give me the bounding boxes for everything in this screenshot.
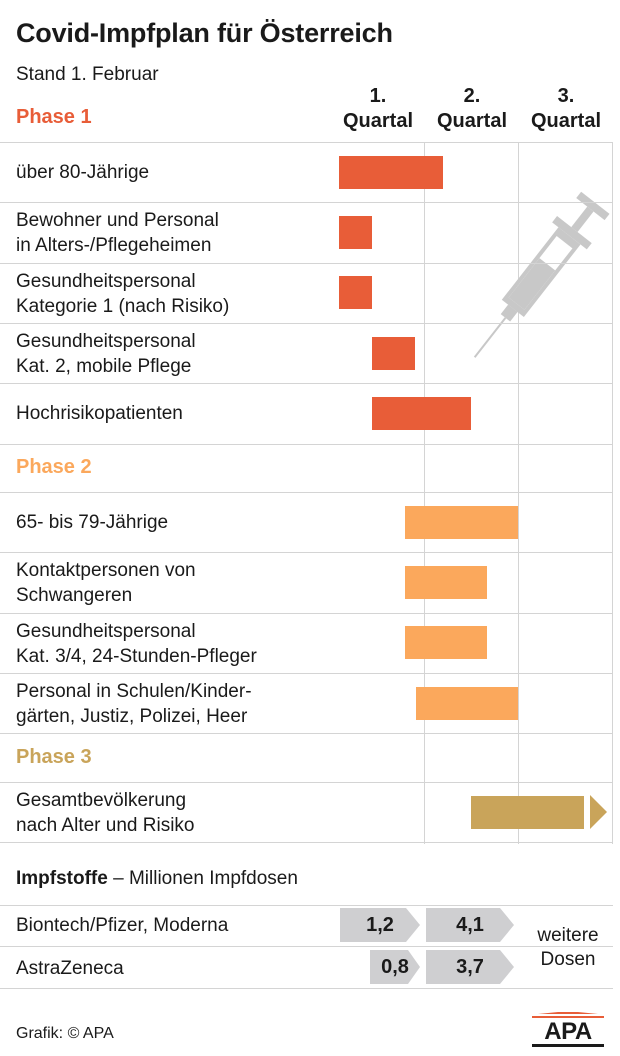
phase-heading-1: Phase 1: [16, 106, 92, 128]
bar-2-2: [405, 565, 487, 599]
impfstoffe-divider-top: [0, 905, 613, 906]
row-label-line: Personal in Schulen/Kinder-: [16, 680, 252, 702]
row-label-line: Gesamtbevölkerung: [16, 790, 187, 811]
apa-logo-mark: [532, 1011, 604, 1018]
quarter-divider-2: [518, 142, 519, 844]
bar-2-3: [405, 626, 487, 660]
vaccine-label-astrazeneca: AstraZeneca: [16, 958, 124, 979]
row-divider: [0, 733, 613, 735]
row-divider: [0, 202, 613, 204]
quarter-divider-3: [612, 142, 613, 844]
phase-heading-3: Phase 3: [16, 746, 92, 768]
further-doses-line-1: weitere: [537, 925, 599, 946]
bar-1-3: [339, 276, 373, 310]
apa-logo: APA: [532, 1011, 604, 1048]
bar-1-2: [339, 215, 373, 249]
quarter-3-label: Quartal: [530, 110, 602, 132]
bar-3-1: [471, 795, 584, 829]
row-label-line: Gesundheitspersonal: [16, 270, 196, 292]
row-label-line: Bewohner und Personal: [16, 210, 219, 232]
row-label-line: Kontaktpersonen von: [16, 560, 196, 582]
row-label: Personal in Schulen/Kinder-gärten, Justi…: [16, 679, 326, 729]
quarter-divider-1: [424, 142, 425, 844]
syringe-icon: [473, 191, 610, 358]
vaccine-label-biontech: Biontech/Pfizer, Moderna: [16, 915, 229, 936]
quarter-header-2: 2. Quartal: [424, 84, 520, 134]
row-label-line: Gesundheitspersonal: [16, 330, 196, 352]
impfstoffe-title: Impfstoffe: [16, 868, 108, 889]
impfstoffe-heading: Impfstoffe – Millionen Impfdosen: [16, 868, 298, 890]
row-divider: [0, 612, 613, 614]
dose-value: 4,1: [456, 913, 484, 936]
continues-arrow-icon: [589, 795, 607, 830]
quarter-header-3: 3. Quartal: [518, 84, 614, 134]
row-divider: [0, 782, 613, 783]
row-label-line: über 80-Jährige: [16, 162, 150, 183]
row-divider: [0, 552, 613, 554]
page-subtitle: Stand 1. Februar: [16, 64, 159, 85]
dose-value: 3,7: [456, 955, 484, 978]
dose-arrow-shape: [370, 950, 420, 984]
impfstoffe-divider-bottom: [0, 988, 613, 989]
impfstoffe-subtitle: – Millionen Impfdosen: [113, 868, 298, 889]
dose-astrazeneca-q2: 3,7: [426, 950, 514, 984]
header-divider: [0, 142, 613, 143]
quarter-1-label: Quartal: [342, 110, 414, 132]
apa-logo-text: APA: [544, 1018, 592, 1045]
row-label-line: Hochrisikopatienten: [16, 403, 183, 425]
row-label-line: Schwangeren: [16, 585, 133, 607]
bar-2-4: [416, 686, 518, 720]
row-label: Hochrisikopatienten: [16, 401, 326, 426]
apa-logo-underline: [532, 1044, 604, 1047]
dose-biontech-q2: 4,1: [426, 908, 514, 942]
phase-heading-2: Phase 2: [16, 456, 92, 478]
row-label-line: nach Alter und Risiko: [16, 815, 195, 836]
row-label-line: Kat. 2, mobile Pflege: [16, 355, 192, 377]
dose-astrazeneca-q1: 0,8: [370, 950, 420, 984]
row-label: 65- bis 79-Jährige: [16, 510, 326, 535]
bar-2-1: [405, 505, 518, 539]
row-divider: [0, 262, 613, 264]
row-label-line: gärten, Justiz, Polizei, Heer: [16, 705, 248, 727]
quarter-header-1: 1. Quartal: [330, 84, 426, 134]
row-label: Gesundheitspersonal Kat. 3/4, 24-Stunden-…: [16, 619, 326, 669]
bar-1-1: [339, 155, 443, 189]
dose-arrow-shape: [340, 908, 420, 942]
row-label: Bewohner und Personal in Alters-/Pflegehe…: [16, 208, 326, 258]
further-doses-note: weitere Dosen: [518, 924, 618, 972]
dose-value: 0,8: [381, 955, 409, 978]
row-label: Kontaktpersonen von Schwangeren: [16, 558, 326, 608]
dose-arrow-shape: [426, 950, 514, 984]
impfstoffe-divider-mid: [0, 946, 613, 947]
row-label-line: Kat. 3/4, 24-Stunden-Pfleger: [16, 645, 257, 667]
row-divider: [0, 842, 613, 844]
further-doses-line-2: Dosen: [540, 949, 596, 970]
source-credit: Grafik: © APA: [16, 1025, 114, 1042]
dose-value: 1,2: [366, 913, 394, 936]
quarter-2-label: Quartal: [436, 110, 508, 132]
quarter-1-number: 1.: [369, 85, 387, 107]
row-divider: [0, 383, 613, 385]
row-label-line: Gesundheitspersonal: [16, 620, 196, 642]
row-label: Gesundheitspersonal Kat. 2, mobile Pflege: [16, 329, 326, 379]
dose-biontech-q1: 1,2: [340, 908, 420, 942]
row-label: über 80-Jährige: [16, 160, 326, 185]
row-divider: [0, 492, 613, 493]
row-label-line: Kategorie 1 (nach Risiko): [16, 295, 230, 317]
dose-arrow-shape: [426, 908, 514, 942]
row-label-line: 65- bis 79-Jährige: [16, 512, 169, 533]
row-label: Gesamtbevölkerung nach Alter und Risiko: [16, 788, 326, 838]
page-title: Covid-Impfplan für Österreich: [16, 18, 393, 48]
row-label: Gesundheitspersonal Kategorie 1 (nach Ris…: [16, 269, 326, 319]
row-label-line: in Alters-/Pflegeheimen: [16, 235, 212, 257]
row-divider: [0, 672, 613, 674]
bar-1-4: [372, 336, 415, 370]
row-divider: [0, 443, 613, 445]
quarter-2-number: 2.: [463, 85, 481, 107]
quarter-3-number: 3.: [557, 85, 575, 107]
bar-1-5: [372, 396, 471, 430]
row-divider: [0, 322, 613, 324]
